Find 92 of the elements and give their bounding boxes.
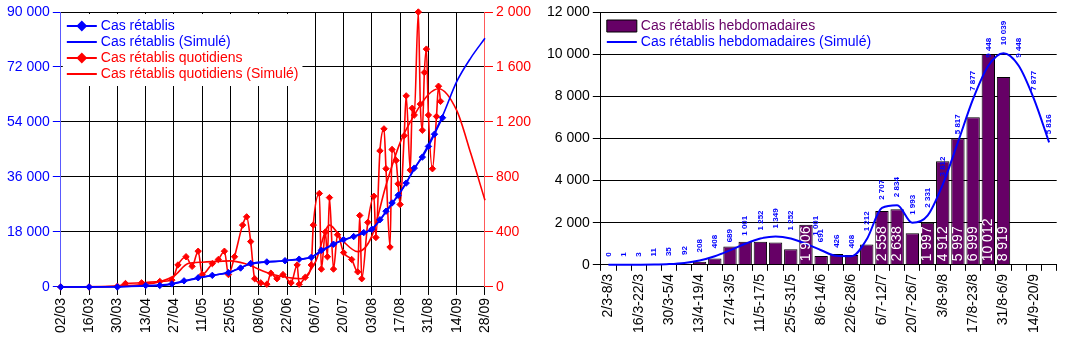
data-label: 3 812 <box>937 155 947 177</box>
x-tick-label: 20/7-26/7 <box>903 273 920 334</box>
x-tick-label: 02/03 <box>51 297 68 334</box>
data-label: 2 638 <box>888 226 904 262</box>
x-tick-label: 08/06 <box>249 297 266 334</box>
x-tick-label: 20/07 <box>334 297 351 334</box>
legend-label: Cas rétablis <box>100 16 175 33</box>
y2-tick-label: 400 <box>495 222 520 239</box>
x-tick-label: 16/03 <box>79 297 96 334</box>
data-label: 92 <box>679 245 689 255</box>
x-tick-label: 27/4-3/5 <box>720 273 737 326</box>
x-tick-label: 11/05 <box>193 297 210 332</box>
x-tick-label: 13/4-19/4 <box>690 273 707 334</box>
legend-label: Cas rétablis hebdomadaires (Simulé) <box>640 32 872 49</box>
data-label: 7 877 <box>968 70 978 91</box>
x-tick-label: 31/8-6/9 <box>994 273 1011 326</box>
y2-tick-label: 800 <box>495 167 520 184</box>
y-tick-label: 4 000 <box>554 171 591 188</box>
y-tick-label: 18 000 <box>6 222 51 239</box>
x-tick-label: 16/3-22/3 <box>629 273 646 334</box>
x-tick-label: 2/3-8/3 <box>599 273 616 318</box>
data-label: 7 877 <box>1029 70 1039 91</box>
y2-tick-label: 0 <box>495 277 504 294</box>
data-label: 1 212 <box>861 210 871 232</box>
x-tick-label: 14/09 <box>447 297 464 334</box>
x-tick-label: 28/09 <box>475 297 492 334</box>
data-label: 6 999 <box>963 226 980 262</box>
data-label: 4 912 <box>933 226 950 262</box>
data-label: 408 <box>709 234 719 249</box>
data-label: 8 919 <box>994 226 1011 262</box>
y-tick-label: 0 <box>582 255 591 272</box>
y-tick-label: 6 000 <box>554 129 591 146</box>
legend-label: Cas rétablis quotidiens <box>100 48 243 65</box>
y-tick-label: 8 000 <box>554 87 591 104</box>
data-label: 35 <box>664 246 674 257</box>
x-tick-label: 03/08 <box>362 297 379 334</box>
data-label: 0 <box>603 251 613 257</box>
y-tick-label: 12 000 <box>546 2 591 19</box>
x-tick-label: 30/03 <box>108 297 125 334</box>
data-label: 408 <box>846 234 856 249</box>
x-tick-label: 06/07 <box>306 297 323 334</box>
y-tick-label: 36 000 <box>6 167 51 184</box>
data-label: 1 906 <box>796 226 813 262</box>
data-label: 5 817 <box>953 113 963 135</box>
legend-label: Cas rétablis (Simulé) <box>100 32 231 49</box>
data-label: 10 039 <box>998 20 1008 46</box>
data-label: 9 448 <box>1013 37 1023 58</box>
data-label: 426 <box>831 233 841 248</box>
x-tick-label: 8/6-14/6 <box>812 273 829 326</box>
data-label: 1 001 <box>740 215 750 236</box>
data-label: 2 834 <box>892 176 902 198</box>
x-tick-label: 30/3-5/4 <box>660 273 677 326</box>
data-label: 689 <box>725 228 735 243</box>
y-tick-label: 10 000 <box>546 45 591 61</box>
x-tick-label: 14/9-20/9 <box>1024 273 1041 334</box>
data-label: 5 997 <box>948 226 965 262</box>
data-label: 10 012 <box>979 218 996 262</box>
data-label: 3 <box>634 251 644 257</box>
data-label: 2 558 <box>872 226 889 262</box>
y2-tick-label: 1 600 <box>495 57 532 74</box>
data-label: 1 252 <box>785 209 795 231</box>
y2-tick-label: 2 000 <box>495 2 532 19</box>
x-tick-label: 25/5-31/5 <box>781 273 798 334</box>
legend-label: Cas rétablis quotidiens (Simulé) <box>100 64 299 81</box>
data-label: 11 <box>649 247 659 257</box>
y-tick-label: 0 <box>42 277 51 294</box>
data-label: 1 <box>618 251 628 257</box>
data-label: 1 349 <box>770 207 780 229</box>
y2-tick-label: 1 200 <box>495 112 532 129</box>
data-label: 1 997 <box>918 226 935 262</box>
data-label: 1 993 <box>907 194 917 215</box>
data-label: 1 252 <box>755 209 765 231</box>
x-tick-label: 3/8-9/8 <box>933 273 950 318</box>
legend-label: Cas rétablis hebdomadaires <box>640 16 816 33</box>
x-tick-label: 27/04 <box>164 297 181 334</box>
data-label: 9 448 <box>983 37 993 58</box>
y-tick-label: 2 000 <box>554 213 591 230</box>
x-tick-label: 31/08 <box>419 297 436 334</box>
x-tick-label: 13/04 <box>136 297 153 334</box>
x-tick-label: 6/7-12/7 <box>872 273 889 326</box>
x-tick-label: 11/5-17/5 <box>751 273 768 332</box>
x-tick-label: 22/06 <box>277 297 294 334</box>
y-tick-label: 54 000 <box>6 112 51 129</box>
y-tick-label: 72 000 <box>6 57 51 74</box>
x-tick-label: 25/05 <box>221 297 238 334</box>
data-label: 2 707 <box>877 179 887 200</box>
x-tick-label: 17/8-23/8 <box>963 273 980 334</box>
data-label: 2 331 <box>922 187 932 208</box>
y-tick-label: 90 000 <box>6 2 51 19</box>
x-tick-label: 22/6-28/6 <box>842 273 859 334</box>
data-label: 208 <box>694 238 704 253</box>
x-tick-label: 17/08 <box>391 297 407 334</box>
